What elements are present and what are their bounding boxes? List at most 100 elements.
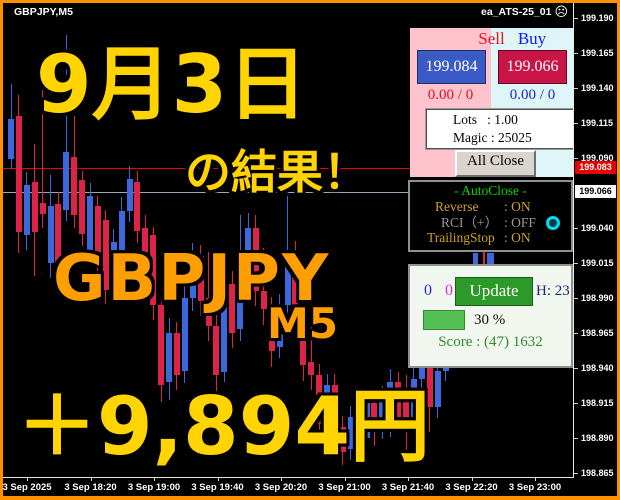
overlay-pair-text: GBPJPY xyxy=(53,242,331,316)
candle-body xyxy=(387,382,394,396)
candle-body xyxy=(237,277,244,329)
candle-body xyxy=(245,228,251,277)
candle-body xyxy=(55,204,62,262)
price-tick-mark xyxy=(574,123,578,124)
lots-line: Lots : 1.00 xyxy=(453,112,518,127)
candle-body xyxy=(23,184,30,235)
candle-body xyxy=(434,370,441,408)
hour-label: H: 23 xyxy=(536,283,570,299)
time-axis[interactable]: 3 Sep 2025 3 Sep 18:20 3 Sep 19:00 3 Sep 19… xyxy=(2,478,617,496)
ea-name-label: ea_ATS-25_01 ☹ xyxy=(481,4,568,19)
candle-body xyxy=(87,195,93,251)
autoclose-title: - AutoClose - xyxy=(454,183,527,198)
time-tick-label: 3 Sep 20:20 xyxy=(254,482,308,493)
time-tick-label: 3 Sep 19:00 xyxy=(127,482,181,493)
candle-body xyxy=(276,305,283,347)
candle-body xyxy=(418,365,425,380)
candle-body xyxy=(8,118,14,160)
candle-body xyxy=(229,284,236,333)
candle-body xyxy=(150,235,157,305)
time-tick-label: 3 Sep 23:00 xyxy=(508,482,562,493)
counter-left: 0 xyxy=(424,282,432,299)
time-tick-mark xyxy=(27,478,28,481)
trade-marker xyxy=(487,253,494,264)
buy-header: Buy xyxy=(517,29,547,48)
time-tick-mark xyxy=(535,478,536,481)
rci-value: : OFF xyxy=(504,214,536,230)
sell-price-button[interactable]: 199.084 xyxy=(417,50,486,84)
reverse-value: : ON xyxy=(504,199,531,214)
price-tick-mark xyxy=(574,228,578,229)
time-tick-mark xyxy=(90,478,92,481)
autoclose-row-rci: RCI（+） : OFF xyxy=(410,215,571,231)
price-tick-label: 198.890 xyxy=(581,433,614,443)
time-tick-mark xyxy=(217,478,219,481)
bid-price-line xyxy=(3,192,573,193)
candle-body xyxy=(324,384,330,422)
price-tick-mark xyxy=(574,158,578,159)
candle-body xyxy=(339,426,346,452)
candle-body xyxy=(142,228,149,270)
time-tick-label: 3 Sep 18:20 xyxy=(64,482,117,493)
price-tick-mark xyxy=(574,368,578,369)
bid-price-flag: 199.066 xyxy=(575,185,616,199)
all-close-button[interactable]: All Close xyxy=(455,150,536,177)
candle-body xyxy=(173,333,180,375)
buy-counter: 0.00 / 0 xyxy=(509,87,556,103)
symbol-timeframe-label: GBPJPY,M5 xyxy=(14,6,73,18)
lots-magic-box: Lots : 1.00 Magic : 25025 xyxy=(426,109,573,149)
buy-price-button[interactable]: 199.066 xyxy=(498,50,567,84)
autoclose-row-reverse: Reverse : ON xyxy=(410,199,571,215)
candle-body xyxy=(213,326,220,375)
price-tick-label: 198.865 xyxy=(581,468,614,478)
price-tick-label: 199.140 xyxy=(581,83,614,93)
overlay-timeframe-text: M5 xyxy=(267,299,339,348)
time-tick-label: 3 Sep 2025 xyxy=(2,482,52,493)
overlay-result-text: の結果！ xyxy=(185,145,369,199)
time-tick-mark xyxy=(408,478,409,481)
overlay-profit-text: ＋9,894円 xyxy=(17,380,431,473)
candle-body xyxy=(300,319,307,366)
time-tick-label: 3 Sep 21:40 xyxy=(381,482,435,493)
candle-body xyxy=(395,382,402,417)
candle-body xyxy=(94,205,101,266)
time-tick-mark xyxy=(281,478,282,481)
price-tick-label: 199.190 xyxy=(581,13,614,23)
candle-body xyxy=(126,179,133,212)
candle-wick xyxy=(42,71,44,228)
rci-label: RCI（+） xyxy=(441,214,499,230)
chart-plot-area[interactable]: GBPJPY,M5 ea_ATS-25_01 ☹ 9月3日 の結果！ GBPJP… xyxy=(3,3,574,478)
price-tick-mark xyxy=(574,18,578,19)
time-tick-mark xyxy=(471,478,473,481)
price-tick-mark xyxy=(574,298,578,299)
ea-status-face-icon[interactable]: ☹ xyxy=(554,4,568,19)
candle-body xyxy=(347,417,354,450)
candle-wick xyxy=(389,369,391,437)
price-tick-mark xyxy=(574,53,578,54)
candle-body xyxy=(102,219,109,290)
candle-body xyxy=(363,403,370,438)
candle-body xyxy=(71,156,78,216)
candle-wick xyxy=(263,247,265,325)
trailingstop-value: : ON xyxy=(504,230,531,245)
time-tick-label: 3 Sep 21:00 xyxy=(318,482,371,493)
candle-body xyxy=(181,298,188,371)
candle-body xyxy=(31,181,38,233)
time-tick-label: 3 Sep 19:40 xyxy=(191,482,244,493)
candle-body xyxy=(284,253,291,305)
candle-body xyxy=(379,396,386,429)
price-tick-label: 199.090 xyxy=(581,153,614,163)
price-tick-label: 199.040 xyxy=(581,223,614,233)
score-label: Score : (47) 1632 xyxy=(438,334,543,350)
update-button[interactable]: Update xyxy=(455,277,533,306)
candle-body xyxy=(316,375,323,424)
trailingstop-label: TrailingStop xyxy=(427,230,495,245)
candle-body xyxy=(118,211,125,270)
price-axis[interactable]: 199.083 199.066 199.190 199.165 199.140 199… xyxy=(574,3,617,478)
rci-indicator-light-icon[interactable] xyxy=(546,215,560,230)
time-tick-label: 3 Sep 22:20 xyxy=(445,482,498,493)
candle-body xyxy=(79,180,86,234)
candle-body xyxy=(252,228,259,291)
price-tick-mark xyxy=(574,438,578,439)
autoclose-row-trailingstop: TrailingStop : ON xyxy=(410,230,571,246)
